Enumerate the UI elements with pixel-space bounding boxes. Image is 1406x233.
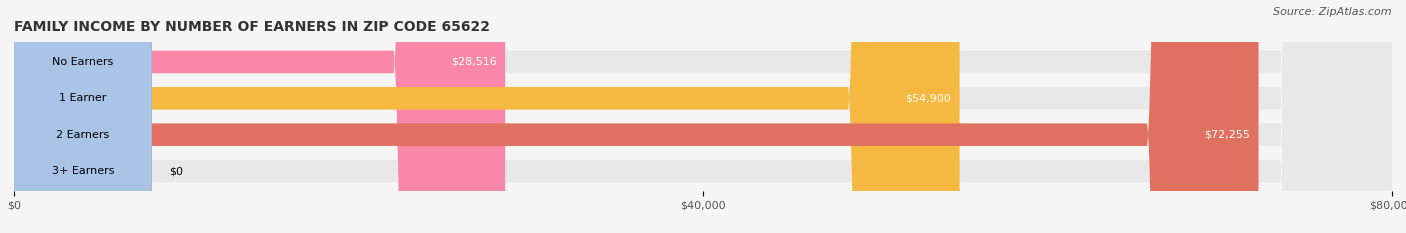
FancyBboxPatch shape (14, 0, 505, 233)
FancyBboxPatch shape (14, 0, 1392, 233)
Text: $54,900: $54,900 (905, 93, 950, 103)
Text: 3+ Earners: 3+ Earners (52, 166, 114, 176)
FancyBboxPatch shape (14, 0, 960, 233)
FancyBboxPatch shape (14, 0, 1392, 233)
Text: 2 Earners: 2 Earners (56, 130, 110, 140)
Text: $72,255: $72,255 (1204, 130, 1250, 140)
Text: $0: $0 (169, 166, 183, 176)
FancyBboxPatch shape (14, 0, 152, 233)
FancyBboxPatch shape (14, 0, 1392, 233)
Text: No Earners: No Earners (52, 57, 114, 67)
FancyBboxPatch shape (14, 0, 152, 233)
FancyBboxPatch shape (14, 0, 152, 233)
Text: 1 Earner: 1 Earner (59, 93, 107, 103)
Text: Source: ZipAtlas.com: Source: ZipAtlas.com (1274, 7, 1392, 17)
Text: $28,516: $28,516 (451, 57, 496, 67)
FancyBboxPatch shape (14, 0, 1392, 233)
FancyBboxPatch shape (14, 0, 1258, 233)
FancyBboxPatch shape (14, 0, 152, 233)
Text: FAMILY INCOME BY NUMBER OF EARNERS IN ZIP CODE 65622: FAMILY INCOME BY NUMBER OF EARNERS IN ZI… (14, 20, 491, 34)
